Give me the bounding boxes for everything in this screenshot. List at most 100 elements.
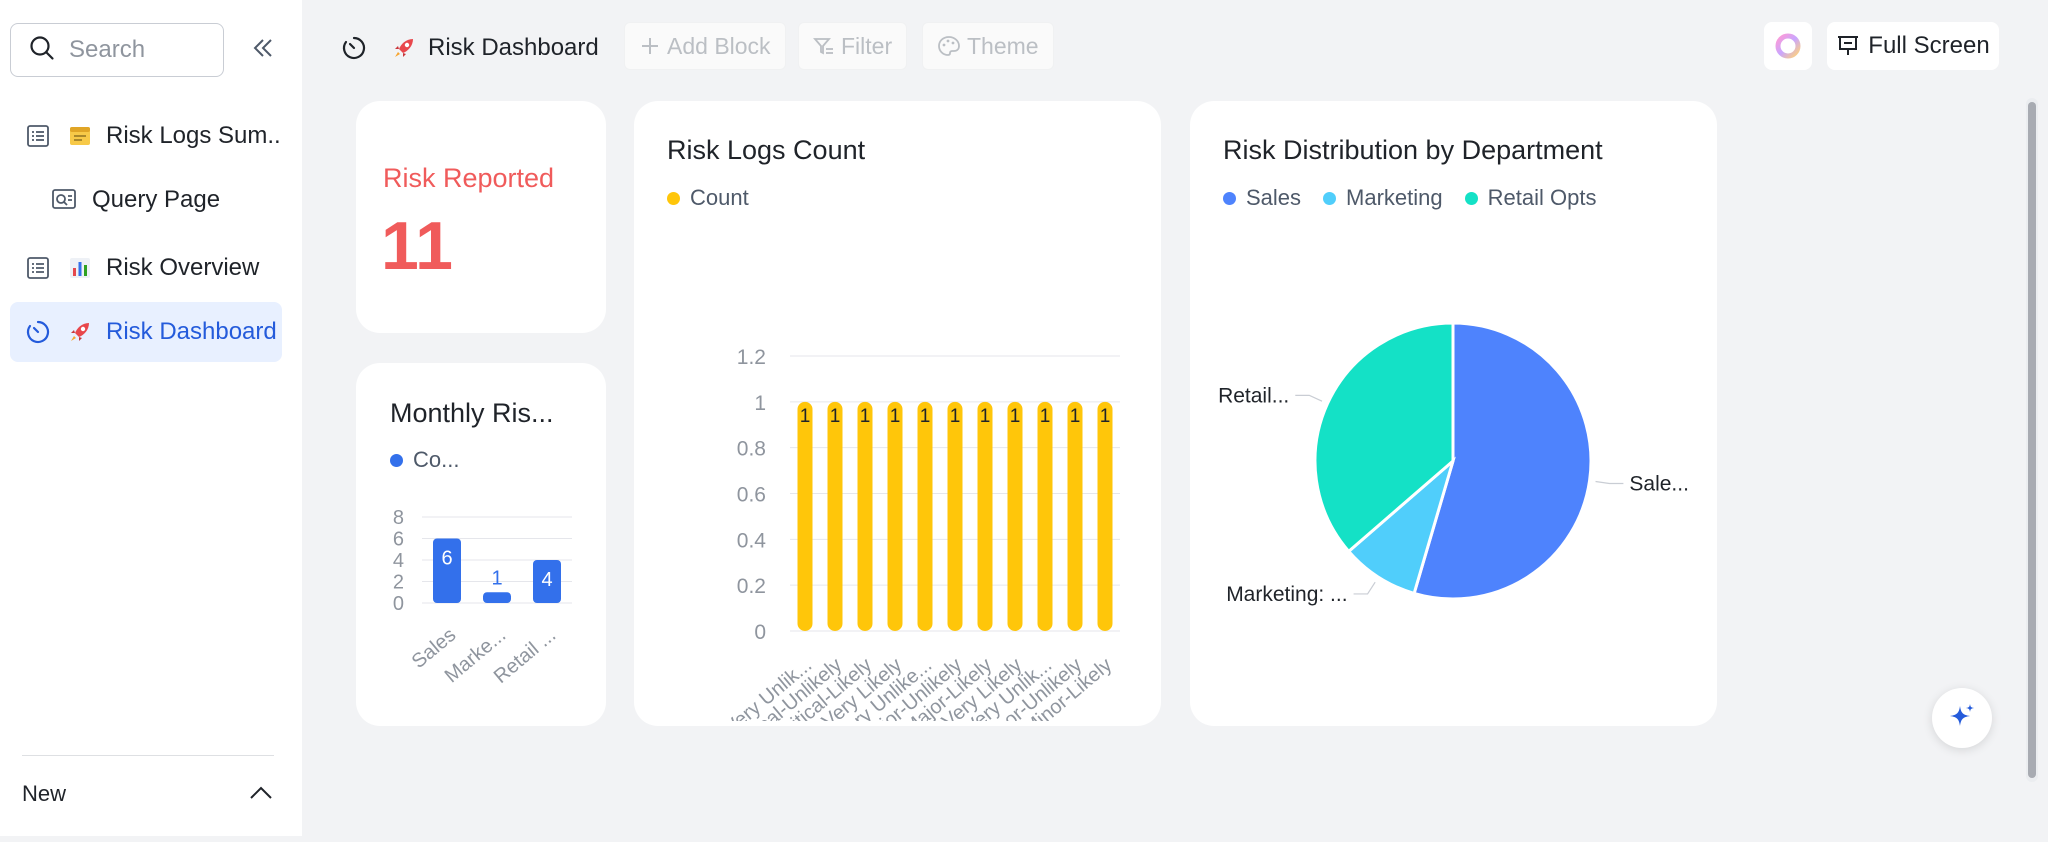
- ai-sparkle-button[interactable]: [1932, 688, 1992, 748]
- presentation-icon: [1838, 36, 1859, 55]
- bar-value-label: 1: [950, 406, 961, 427]
- sidebar-divider: [22, 755, 274, 756]
- y-tick-label: 0.8: [737, 438, 766, 461]
- risk-distribution-pie-chart: Sale... Marketing: ... Retail...: [1218, 321, 1689, 606]
- y-tick-label: 0: [754, 621, 766, 644]
- sidebar: Risk Logs Sum... Query Page Risk Overvie…: [0, 0, 302, 836]
- sidebar-item-risk-overview[interactable]: Risk Overview: [10, 238, 282, 298]
- pie-slice-label: Sale...: [1629, 472, 1689, 495]
- add-block-button[interactable]: Add Block: [624, 22, 786, 70]
- bar[interactable]: [533, 560, 561, 603]
- dashboard-gauge-icon: [340, 34, 368, 62]
- collapse-sidebar-button[interactable]: [246, 30, 280, 70]
- bar[interactable]: [1097, 401, 1113, 631]
- full-screen-label: Full Screen: [1868, 32, 1990, 59]
- page-title-text: Risk Dashboard: [428, 34, 599, 61]
- search-box[interactable]: [10, 23, 224, 77]
- legend-label: Count: [690, 185, 749, 210]
- bar[interactable]: [827, 401, 843, 631]
- bar-value-label: 1: [1100, 406, 1111, 427]
- pie-slice-label: Retail...: [1218, 384, 1289, 407]
- legend-dot: [1464, 191, 1478, 205]
- dashboard-gauge-icon: [24, 318, 52, 346]
- rocket-icon: [66, 318, 94, 346]
- bar-value-label: 1: [1010, 406, 1021, 427]
- bar-chart-icon: [66, 254, 94, 282]
- legend-item-sales[interactable]: Sales: [1223, 185, 1301, 211]
- bar[interactable]: [917, 401, 933, 631]
- pie-slice[interactable]: [1412, 321, 1593, 601]
- sidebar-item-label: Query Page: [92, 186, 221, 213]
- new-button[interactable]: New: [22, 772, 274, 816]
- risk-distribution-card: Risk Distribution by Department Sales Ma…: [1190, 101, 1717, 726]
- legend-dot: [1223, 191, 1236, 205]
- table-icon: [24, 254, 52, 282]
- legend-dot: [1323, 191, 1337, 205]
- full-screen-button[interactable]: Full Screen: [1827, 22, 1999, 70]
- y-tick-label: 0: [393, 593, 404, 615]
- bar[interactable]: [483, 592, 511, 603]
- chart-legend: Co...: [390, 447, 481, 473]
- search-input[interactable]: [69, 36, 219, 64]
- kpi-value: 11: [381, 208, 453, 284]
- sidebar-item-query-page[interactable]: Query Page: [36, 170, 282, 230]
- y-tick-label: 2: [393, 572, 404, 594]
- bar[interactable]: [1037, 401, 1053, 631]
- y-tick-label: 1: [754, 392, 766, 415]
- bar-value-label: 6: [441, 548, 452, 570]
- monthly-bar-chart: 024686Sales1Marke...4Retail ...: [393, 507, 572, 688]
- pie-leader-line: [1295, 394, 1323, 402]
- double-chevron-left-icon: [252, 37, 274, 64]
- bar[interactable]: [977, 401, 993, 631]
- pie-slice[interactable]: [1313, 321, 1455, 554]
- bar-value-label: 1: [920, 406, 931, 427]
- pie-slice-label: Marketing: ...: [1226, 583, 1347, 606]
- y-tick-label: 1.2: [737, 346, 766, 369]
- ai-assistant-orb-button[interactable]: [1764, 22, 1812, 70]
- chart-legend: Count: [667, 185, 771, 211]
- legend-label: Sales: [1246, 185, 1302, 210]
- bar-value-label: 1: [1070, 406, 1081, 427]
- y-tick-label: 0.2: [737, 575, 766, 598]
- theme-button[interactable]: Theme: [922, 22, 1054, 70]
- bar[interactable]: [887, 401, 903, 631]
- query-page-icon: [50, 186, 78, 214]
- bar[interactable]: [433, 538, 461, 604]
- legend-label: Retail Opts: [1487, 185, 1597, 210]
- add-block-label: Add Block: [667, 32, 771, 59]
- filter-button[interactable]: Filter: [798, 22, 908, 70]
- pie-leader-line: [1353, 581, 1376, 595]
- bar[interactable]: [797, 401, 813, 631]
- palette-icon: [938, 36, 960, 56]
- chart-legend: Sales Marketing Retail Opts: [1223, 185, 1618, 211]
- rocket-icon: [390, 34, 418, 62]
- pie-slice[interactable]: [1346, 456, 1456, 596]
- bar-value-label: 1: [980, 406, 991, 427]
- bar[interactable]: [857, 401, 873, 631]
- bar-value-label: 1: [830, 406, 841, 427]
- card-title: Monthly Ris...: [390, 398, 554, 428]
- orb-icon: [1775, 33, 1801, 59]
- sparkle-icon: [1950, 704, 1974, 726]
- sidebar-item-label: Risk Dashboard: [106, 318, 277, 345]
- legend-item-marketing[interactable]: Marketing: [1323, 185, 1443, 211]
- bar[interactable]: [1007, 401, 1023, 631]
- scrollbar-thumb[interactable]: [2028, 102, 2036, 778]
- y-tick-label: 0.6: [737, 484, 766, 507]
- bar-value-label: 1: [491, 567, 502, 589]
- new-label: New: [22, 781, 67, 806]
- legend-label: Co...: [413, 447, 460, 472]
- risk-logs-count-card: Risk Logs Count Count 0 0.2 0.4 0.6 0.8 1 1.2 1…: [634, 101, 1161, 726]
- kpi-card: Risk Reported 11: [356, 101, 606, 333]
- kpi-label: Risk Reported: [383, 163, 555, 193]
- table-icon: [24, 122, 52, 150]
- sidebar-item-risk-logs-summary[interactable]: Risk Logs Sum...: [10, 106, 282, 166]
- bar[interactable]: [947, 401, 963, 631]
- theme-label: Theme: [967, 32, 1039, 59]
- y-tick-label: 0.4: [737, 529, 767, 552]
- legend-dot: [667, 191, 680, 205]
- sidebar-item-risk-dashboard[interactable]: Risk Dashboard: [10, 302, 282, 362]
- bar[interactable]: [1067, 401, 1083, 631]
- legend-item-retail-opts[interactable]: Retail Opts: [1464, 185, 1597, 211]
